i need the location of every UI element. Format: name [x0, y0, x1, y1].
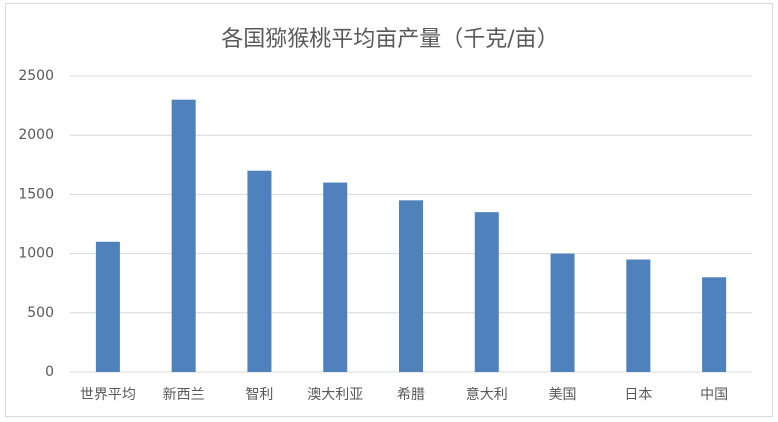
x-tick-label: 美国: [549, 387, 577, 403]
y-tick-label: 1500: [18, 186, 54, 202]
chart-border: [5, 3, 773, 417]
y-tick-label: 1000: [18, 246, 54, 262]
x-tick-label: 世界平均: [80, 387, 136, 403]
bar: [550, 253, 575, 372]
y-tick-label: 2000: [18, 127, 54, 143]
x-tick-label: 新西兰: [163, 387, 205, 403]
bar: [399, 200, 423, 372]
x-tick-label: 智利: [245, 387, 273, 403]
bar: [323, 182, 348, 372]
x-tick-label: 希腊: [397, 387, 425, 403]
bar: [626, 259, 651, 372]
bar: [171, 99, 196, 373]
x-tick-label: 澳大利亚: [307, 387, 363, 403]
bar: [247, 170, 272, 372]
x-tick-label: 中国: [700, 387, 728, 403]
y-tick-label: 2500: [18, 68, 54, 84]
bar: [474, 212, 499, 372]
x-tick-label: 日本: [624, 387, 652, 403]
bar: [702, 277, 727, 372]
bar: [95, 241, 120, 372]
y-tick-label: 500: [27, 305, 54, 321]
chart-title: 各国猕猴桃平均亩产量（千克/亩）: [221, 27, 558, 52]
x-tick-label: 意大利: [466, 386, 508, 403]
y-tick-label: 0: [45, 364, 54, 380]
